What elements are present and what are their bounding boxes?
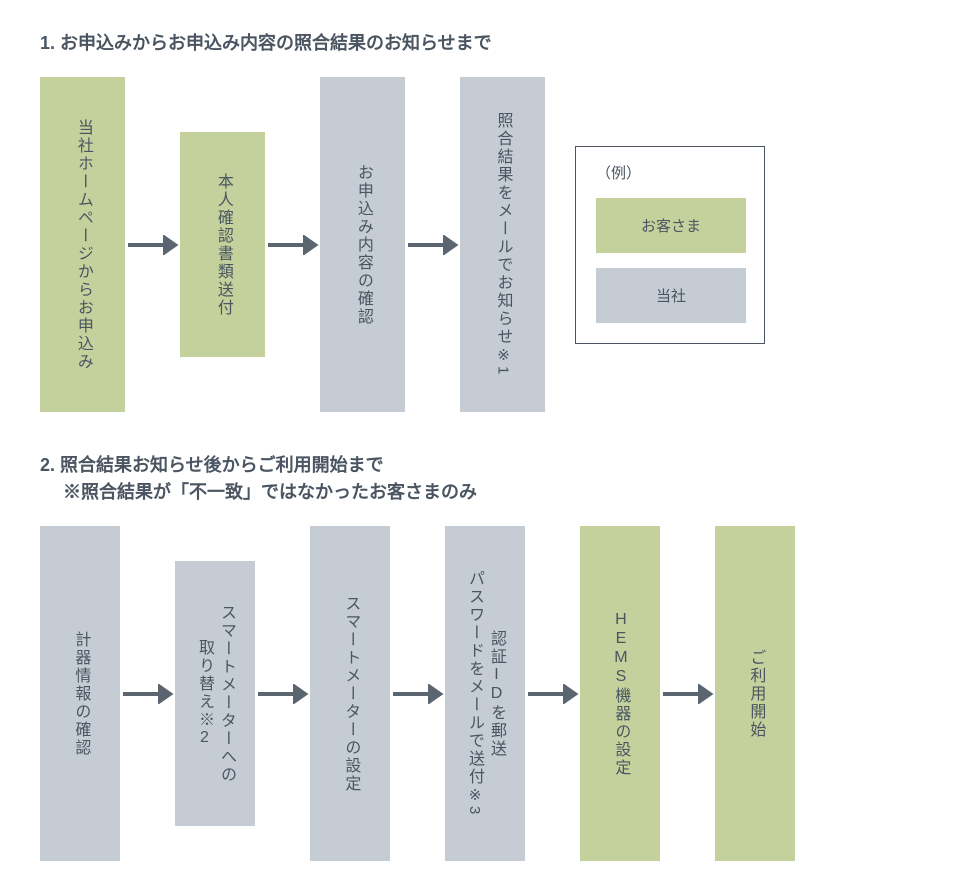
flow-row-1: 当社ホームページからお申込み 本人確認書類送付 お申込み内容の確認 照合結果をメ… <box>40 77 940 412</box>
box-line: 認証IDを郵送 <box>488 630 504 758</box>
arrow-icon <box>125 235 180 255</box>
box-s2-2: スマートメーターの設定 <box>310 526 390 861</box>
box-s1-2: お申込み内容の確認 <box>320 77 405 412</box>
legend-item-company: 当社 <box>596 268 746 323</box>
arrow-icon <box>120 684 175 704</box>
arrow-icon <box>390 684 445 704</box>
box-line: スマートメーターへの <box>218 604 234 784</box>
legend-title: （例） <box>596 162 744 183</box>
box-s2-5: ご利用開始 <box>715 526 795 861</box>
box-s2-3: 認証IDを郵送 パスワードをメールで送付※3 <box>445 526 525 861</box>
section-2-title: 2. 照合結果お知らせ後からご利用開始まで ※照合結果が「不一致」ではなかったお… <box>40 452 940 506</box>
flow-row-2: 計器情報の確認 スマートメーターへの 取り替え※2 スマートメーターの設定 認証… <box>40 526 940 861</box>
arrow-icon <box>660 684 715 704</box>
legend-item-customer: お客さま <box>596 198 746 253</box>
section-2-title-line1: 2. 照合結果お知らせ後からご利用開始まで <box>40 455 384 475</box>
arrow-icon <box>255 684 310 704</box>
arrow-icon <box>265 235 320 255</box>
box-s1-3: 照合結果をメールでお知らせ※1 <box>460 77 545 412</box>
box-line: パスワードをメールで送付※3 <box>466 570 482 816</box>
box-s2-1: スマートメーターへの 取り替え※2 <box>175 561 255 826</box>
box-s1-0: 当社ホームページからお申込み <box>40 77 125 412</box>
box-s2-4: HEMS機器の設定 <box>580 526 660 861</box>
section-2-title-line2: ※照合結果が「不一致」ではなかったお客さまのみ <box>40 482 477 502</box>
arrow-icon <box>525 684 580 704</box>
section-1-title: 1. お申込みからお申込み内容の照合結果のお知らせまで <box>40 30 940 57</box>
box-s1-1: 本人確認書類送付 <box>180 132 265 357</box>
arrow-icon <box>405 235 460 255</box>
box-line: 照合結果をメールでお知らせ※1 <box>495 112 511 376</box>
box-line: 取り替え※2 <box>196 639 212 748</box>
box-s2-0: 計器情報の確認 <box>40 526 120 861</box>
legend-box: （例） お客さま 当社 <box>575 146 765 344</box>
